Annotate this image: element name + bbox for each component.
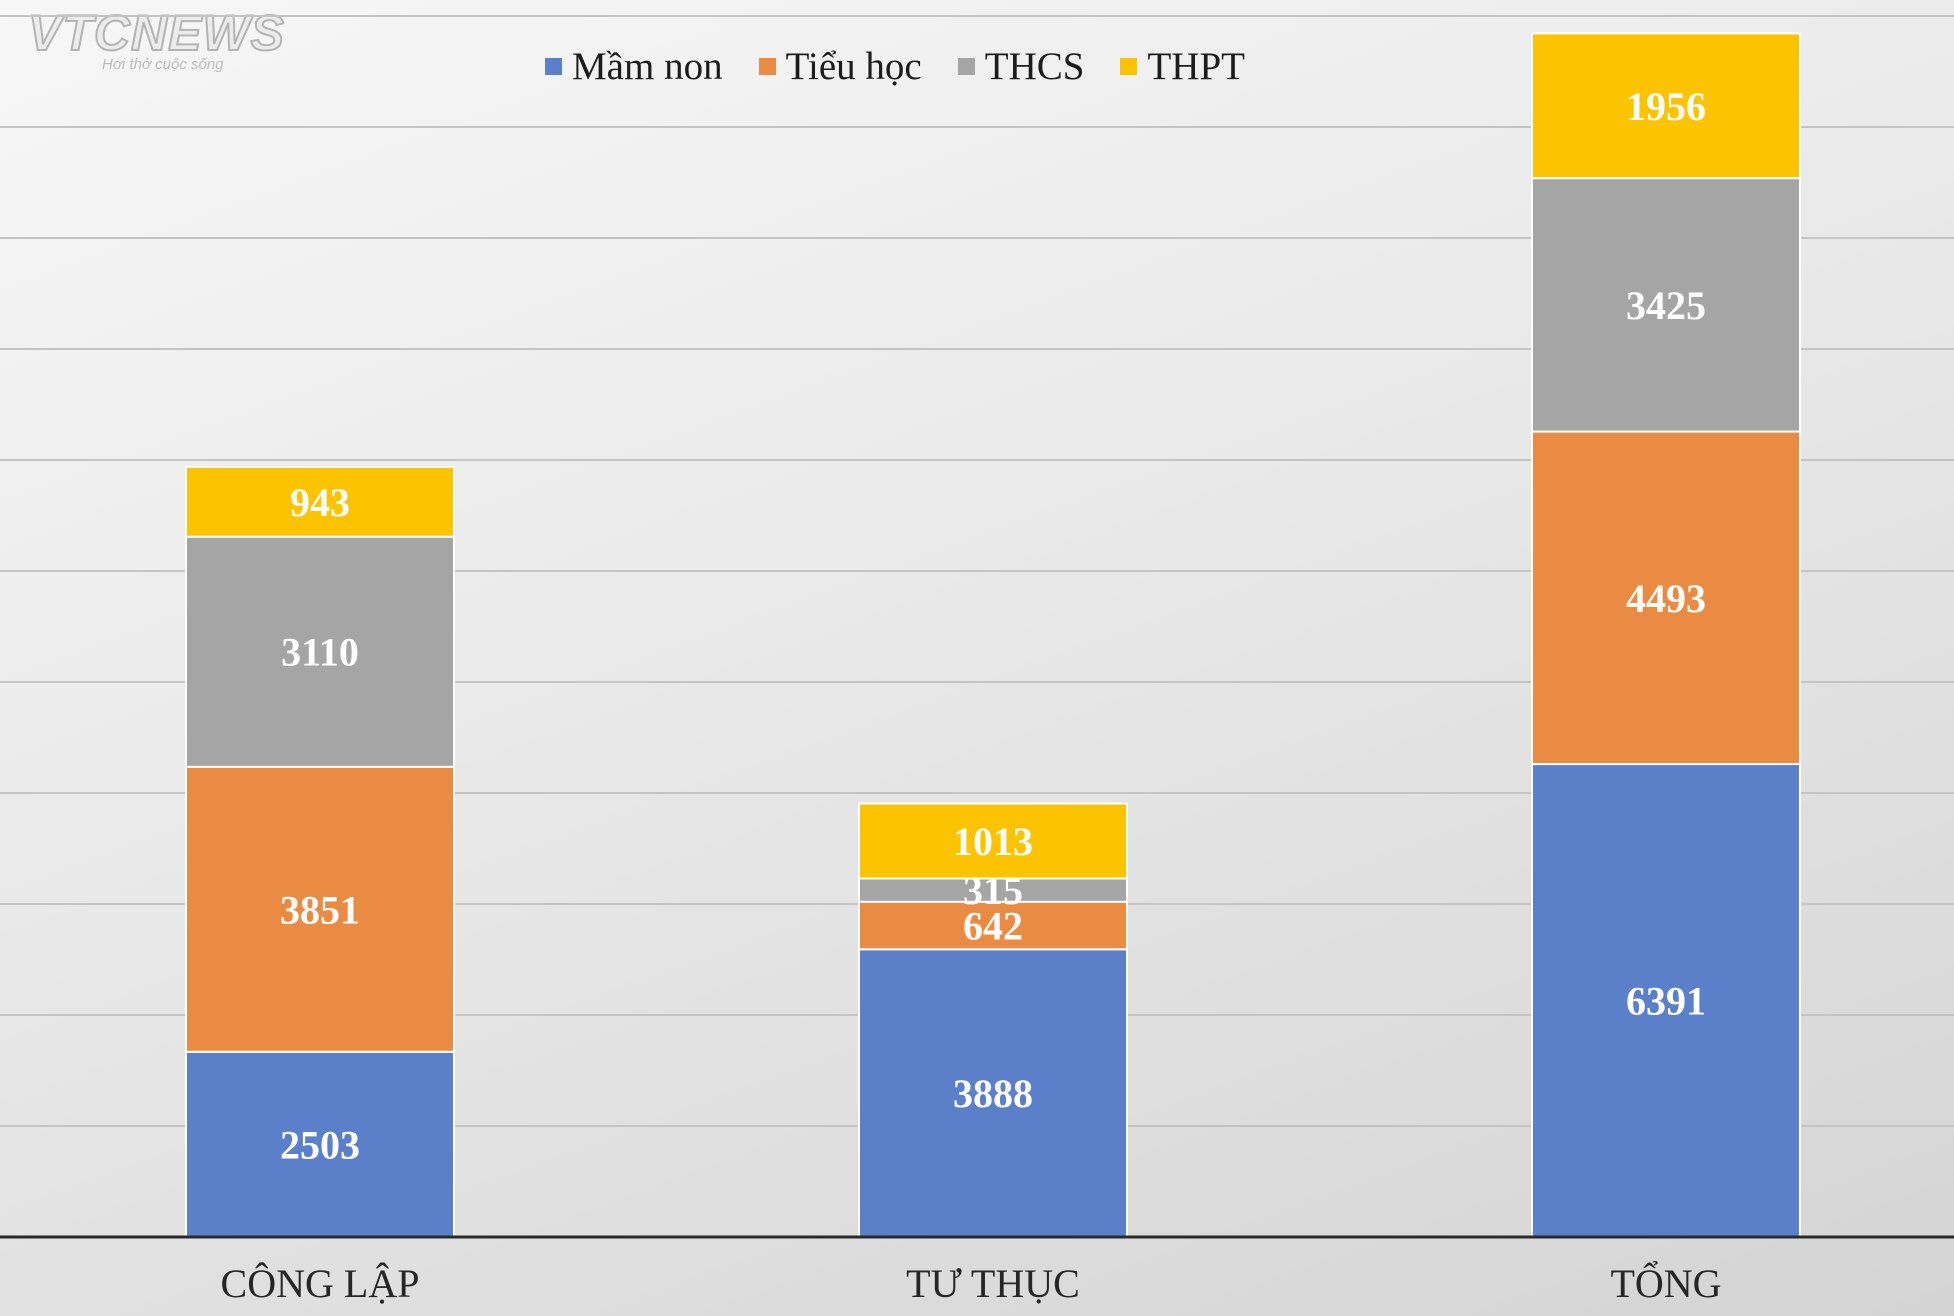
bar-segment (858, 802, 1128, 880)
x-tick-label: TỔNG (1610, 1261, 1721, 1306)
data-label: 2503 (280, 1122, 360, 1167)
legend-label: Mầm non (572, 45, 723, 88)
legend-label: THCS (984, 45, 1085, 88)
x-tick-label: TƯ THỤC (906, 1261, 1080, 1306)
data-label: 6391 (1626, 979, 1706, 1024)
bar-segment (1531, 763, 1801, 1238)
legend-swatch (957, 58, 975, 75)
legend-item: THPT (1120, 44, 1245, 89)
legend-item: THCS (957, 44, 1085, 89)
bar-segment (858, 948, 1128, 1239)
legend-label: THPT (1147, 45, 1245, 88)
data-label: 943 (290, 480, 350, 525)
data-label: 642 (963, 904, 1023, 949)
bar-segment (185, 765, 455, 1053)
legend-item: Tiểu học (758, 44, 922, 89)
watermark-logo: VTCNEWS (27, 4, 285, 62)
data-label: 3110 (281, 630, 359, 675)
legend-swatch (758, 58, 776, 75)
bar-segment (1531, 430, 1801, 766)
data-label: 1956 (1626, 84, 1706, 129)
data-label: 4493 (1626, 576, 1706, 621)
x-tick-label: CÔNG LẬP (221, 1261, 420, 1306)
bar-segment (185, 465, 455, 538)
bar-segment (858, 900, 1128, 951)
data-label: 3851 (280, 887, 360, 932)
bar-segment (1531, 177, 1801, 433)
bar-segment (185, 1050, 455, 1238)
watermark-tagline: Hơi thở cuộc sống (102, 56, 224, 73)
chart-legend: Mầm non Tiểu học THCS THPT (545, 44, 1245, 89)
legend-swatch (545, 58, 562, 75)
data-label: 1013 (953, 819, 1033, 864)
data-label: 3425 (1626, 283, 1706, 328)
legend-label: Tiểu học (785, 45, 922, 88)
data-label: 3888 (953, 1071, 1033, 1116)
bar-segment (1531, 32, 1801, 180)
legend-swatch (1120, 58, 1138, 75)
watermark: VTCNEWS Hơi thở cuộc sống (27, 4, 285, 73)
legend-item: Mầm non (545, 44, 723, 89)
